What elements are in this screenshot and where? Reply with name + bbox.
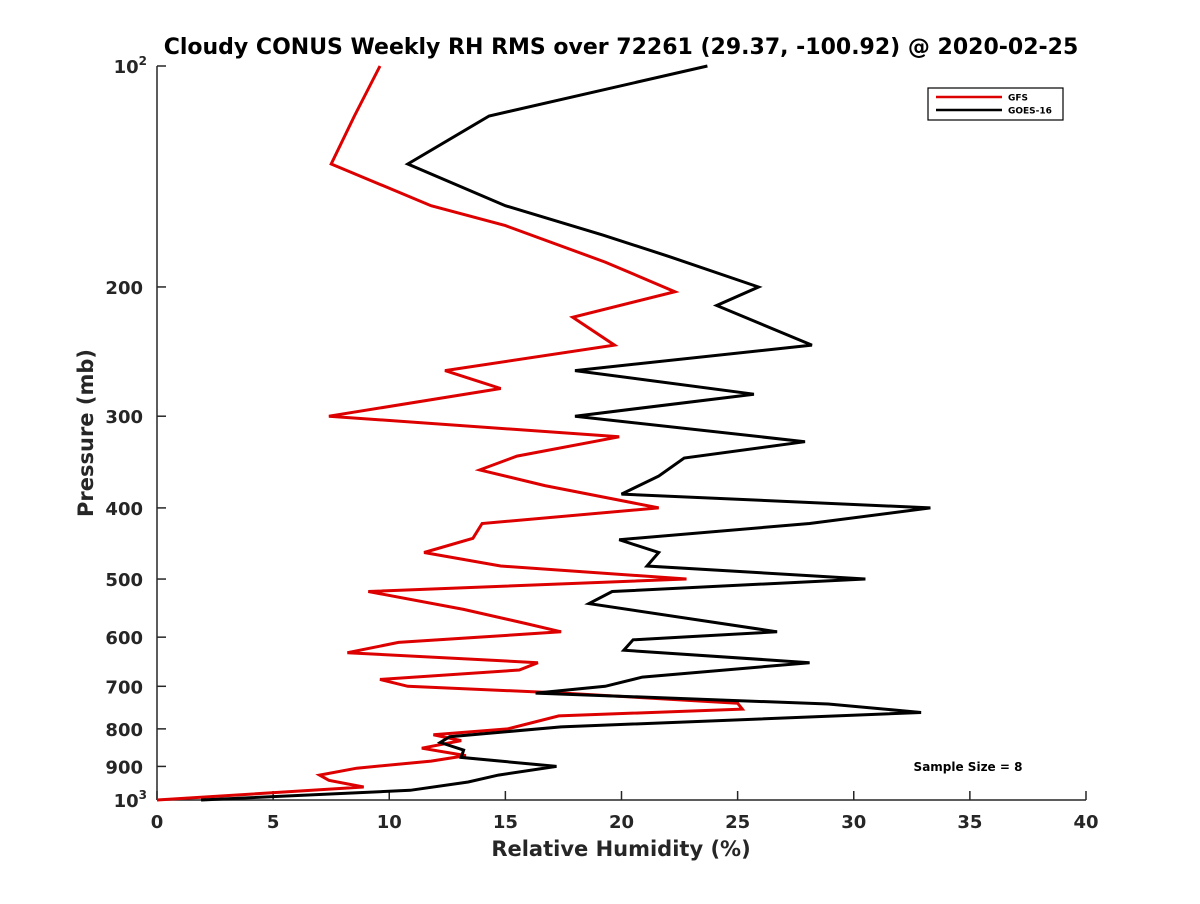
y-tick-label: 900 xyxy=(105,757,143,778)
y-tick-label: 600 xyxy=(105,628,143,649)
y-tick-label: 800 xyxy=(105,720,143,741)
chart-title: Cloudy CONUS Weekly RH RMS over 72261 (2… xyxy=(164,35,1079,60)
sample-size-annotation: Sample Size = 8 xyxy=(914,760,1023,774)
series-group xyxy=(156,64,931,802)
x-axis: 0 5 10 15 20 25 30 35 40 xyxy=(151,791,1099,833)
y-axis-label: Pressure (mb) xyxy=(74,349,98,517)
x-tick-label: 25 xyxy=(725,812,750,833)
y-tick-label: 300 xyxy=(105,407,143,428)
x-tick-label: 10 xyxy=(377,812,402,833)
legend-label-goes16: GOES-16 xyxy=(1008,107,1052,117)
y-tick-label: 400 xyxy=(105,499,143,520)
y-tick-label: 103 xyxy=(114,788,147,812)
y-tick-label: 500 xyxy=(105,570,143,591)
y-tick-label: 700 xyxy=(105,677,143,698)
x-tick-label: 20 xyxy=(609,812,634,833)
y-axis: 102 200 300 400 500 600 700 800 900 103 xyxy=(105,54,166,812)
x-tick-label: 35 xyxy=(957,812,982,833)
legend-box xyxy=(927,87,1064,121)
series-line-gfs xyxy=(156,65,746,802)
x-tick-label: 30 xyxy=(841,812,866,833)
y-tick-label: 102 xyxy=(114,54,147,78)
x-axis-label: Relative Humidity (%) xyxy=(491,837,750,861)
legend: GFS GOES-16 xyxy=(927,87,1064,121)
legend-label-gfs: GFS xyxy=(1008,94,1028,104)
x-tick-label: 0 xyxy=(151,812,164,833)
x-tick-label: 5 xyxy=(267,812,280,833)
series-line-goes16 xyxy=(201,64,931,802)
x-tick-label: 40 xyxy=(1073,812,1098,833)
x-tick-label: 15 xyxy=(493,812,518,833)
y-tick-label: 200 xyxy=(105,278,143,299)
